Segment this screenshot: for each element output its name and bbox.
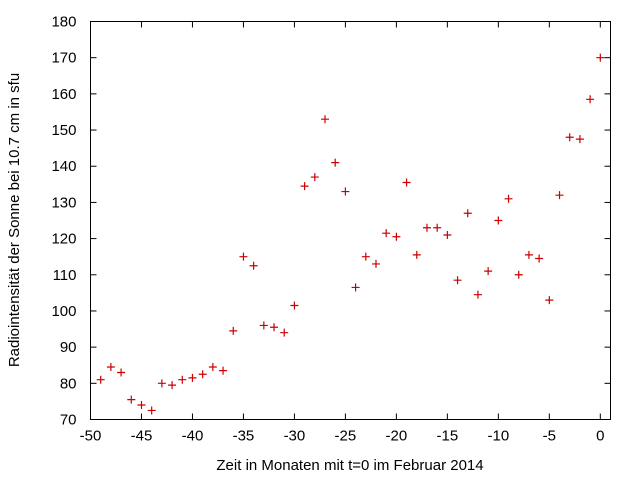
plot-frame <box>90 21 611 420</box>
x-tick-label: -50 <box>80 428 102 445</box>
data-point <box>208 363 217 372</box>
data-point <box>402 178 411 187</box>
data-point <box>137 401 146 410</box>
data-point <box>422 223 431 232</box>
data-point <box>249 261 258 270</box>
y-tick-label: 100 <box>51 303 76 320</box>
data-point <box>514 270 523 279</box>
x-tick-label: -25 <box>335 428 357 445</box>
y-tick-label: 70 <box>60 412 77 429</box>
y-tick-label: 170 <box>51 50 76 67</box>
data-point <box>341 187 350 196</box>
x-tick-label: -20 <box>386 428 408 445</box>
x-tick-label: -15 <box>437 428 459 445</box>
y-tick-label: 110 <box>53 267 77 284</box>
data-point <box>494 216 503 225</box>
data-point <box>596 53 605 62</box>
data-point <box>198 370 207 379</box>
x-tick-label: -35 <box>233 428 255 445</box>
data-point <box>484 267 493 276</box>
data-point <box>361 252 370 261</box>
data-point <box>504 194 513 203</box>
x-tick-label: -40 <box>182 428 204 445</box>
y-tick-label: 90 <box>60 339 77 356</box>
y-tick-label: 140 <box>51 158 76 175</box>
x-tick-labels: -50 -45 -40 -35 -30 -25 -20 -15 -10 -5 0 <box>80 428 605 445</box>
data-point <box>555 191 564 200</box>
y-tick-label: 120 <box>51 231 76 248</box>
data-point <box>586 95 595 104</box>
data-point <box>382 229 391 238</box>
data-point <box>96 375 105 384</box>
data-point <box>545 296 554 305</box>
data-point <box>351 283 360 292</box>
data-point <box>127 395 136 404</box>
data-point <box>168 381 177 390</box>
data-point <box>178 375 187 384</box>
y-axis-title: Radiointensität der Sonne bei 10.7 cm in… <box>6 73 23 367</box>
data-point <box>117 368 126 377</box>
data-point <box>239 252 248 261</box>
data-point <box>290 301 299 310</box>
x-tick-label: -45 <box>131 428 153 445</box>
y-tick-label: 150 <box>51 122 76 139</box>
data-point <box>473 290 482 299</box>
data-point <box>106 363 115 372</box>
data-point <box>157 379 166 388</box>
data-point <box>188 373 197 382</box>
x-tick-label: -10 <box>487 428 509 445</box>
data-points <box>96 53 605 415</box>
data-point <box>575 135 584 144</box>
y-tick-label: 180 <box>51 14 76 31</box>
data-point <box>310 173 319 182</box>
data-point <box>270 323 279 332</box>
y-tick-label: 160 <box>51 86 76 103</box>
data-point <box>321 115 330 124</box>
x-axis-title: Zeit in Monaten mit t=0 im Februar 2014 <box>216 457 483 474</box>
data-point <box>259 321 268 330</box>
y-tick-labels: 70 80 90 100 110 120 130 140 150 160 170 180 <box>51 14 76 429</box>
data-point <box>300 182 309 191</box>
data-point <box>280 328 289 337</box>
data-point <box>147 406 156 415</box>
data-point <box>229 326 238 335</box>
x-tick-label: -5 <box>543 428 556 445</box>
data-point <box>331 158 340 167</box>
y-tick-label: 80 <box>60 375 77 392</box>
x-tick-label: 0 <box>596 428 604 445</box>
data-point <box>443 230 452 239</box>
data-point <box>219 366 228 375</box>
x-tick-label: -30 <box>284 428 306 445</box>
data-point <box>433 223 442 232</box>
data-point <box>392 232 401 241</box>
data-point <box>453 276 462 285</box>
data-point <box>535 254 544 263</box>
y-tick-label: 130 <box>51 194 76 211</box>
data-point <box>565 133 574 142</box>
axis-ticks <box>90 21 611 420</box>
data-point <box>371 259 380 268</box>
data-point <box>412 250 421 259</box>
data-point <box>463 209 472 218</box>
data-point <box>524 250 533 259</box>
